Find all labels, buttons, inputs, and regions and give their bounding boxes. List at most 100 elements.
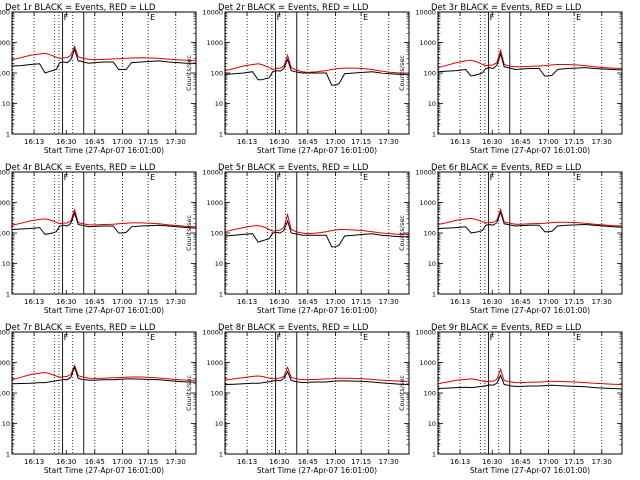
- x-tick-label: 16:30: [56, 138, 76, 146]
- events-line: [437, 374, 623, 390]
- panel-title: Det 2r BLACK = Events, RED = LLD: [218, 3, 369, 13]
- corner-marker: E: [150, 13, 155, 22]
- y-tick-label: 1: [6, 291, 10, 299]
- x-axis-label: Start Time (27-Apr-07 16:01:00): [470, 466, 590, 475]
- y-tick-label: 10: [428, 420, 436, 428]
- y-tick-label: 1000: [206, 359, 223, 367]
- x-tick-label: 16:13: [450, 138, 470, 146]
- y-tick-label: 1000: [419, 199, 436, 207]
- corner-marker: E: [363, 333, 368, 342]
- x-tick-label: 17:00: [538, 138, 558, 146]
- x-tick-label: 16:30: [269, 138, 289, 146]
- plot-frame: [11, 171, 197, 295]
- lld-line: [11, 44, 197, 62]
- corner-marker: E: [150, 173, 155, 182]
- y-tick-label: 100: [211, 70, 223, 78]
- x-tick-label: 16:30: [482, 298, 502, 306]
- x-tick-label: 16:13: [450, 298, 470, 306]
- panel-title: Det 3r BLACK = Events, RED = LLD: [431, 3, 582, 13]
- y-axis-label: Counts/sec: [185, 55, 193, 91]
- x-tick-label: 16:13: [24, 298, 44, 306]
- y-tick-label: 1000: [419, 359, 436, 367]
- events-line: [224, 57, 409, 86]
- corner-marker: F: [64, 333, 69, 342]
- x-axis-label: Start Time (27-Apr-07 16:01:00): [44, 306, 164, 315]
- x-tick-label: 17:15: [351, 458, 371, 466]
- y-tick-label: 10000: [202, 169, 223, 177]
- events-line: [437, 210, 623, 234]
- plot-frame: [437, 11, 623, 135]
- x-tick-label: 17:00: [112, 458, 132, 466]
- plot-frame: [437, 171, 623, 295]
- x-tick-label: 16:13: [237, 298, 257, 306]
- x-axis-label: Start Time (27-Apr-07 16:01:00): [257, 306, 377, 315]
- corner-marker: E: [576, 13, 581, 22]
- y-tick-label: 10000: [202, 9, 223, 17]
- panel-2: Det 2r BLACK = Events, RED = LLD Counts/s…: [185, 3, 410, 155]
- lld-line: [437, 48, 623, 69]
- x-tick-label: 17:00: [325, 458, 345, 466]
- corner-marker: F: [490, 333, 495, 342]
- x-tick-label: 17:15: [138, 138, 158, 146]
- y-axis-label: Counts/sec: [398, 375, 406, 411]
- x-tick-label: 16:45: [511, 298, 531, 306]
- events-line: [11, 47, 196, 74]
- x-tick-label: 17:30: [592, 298, 612, 306]
- events-line: [11, 211, 197, 235]
- y-axis-label: Counts/sec: [398, 55, 406, 91]
- panel-8: Det 8r BLACK = Events, RED = LLD Counts/s…: [185, 323, 410, 475]
- x-tick-label: 16:30: [56, 298, 76, 306]
- y-tick-label: 1: [432, 291, 436, 299]
- x-tick-label: 16:45: [298, 298, 318, 306]
- y-tick-label: 10: [215, 100, 223, 108]
- panel-title: Det 1r BLACK = Events, RED = LLD: [5, 3, 156, 13]
- x-tick-label: 17:15: [138, 458, 158, 466]
- plot-frame: [224, 331, 410, 455]
- y-tick-label: 1: [219, 451, 223, 459]
- y-tick-label: 1: [219, 291, 223, 299]
- x-tick-label: 17:30: [379, 458, 399, 466]
- x-tick-label: 17:00: [538, 298, 558, 306]
- y-tick-label: 100: [424, 390, 436, 398]
- x-tick-label: 17:30: [379, 298, 399, 306]
- y-tick-label: 1: [432, 451, 436, 459]
- corner-marker: F: [490, 173, 495, 182]
- x-tick-label: 17:30: [166, 458, 186, 466]
- corner-marker: F: [277, 13, 282, 22]
- y-tick-label: 10: [428, 100, 436, 108]
- y-tick-label: 1000: [0, 199, 10, 207]
- panel-6: Det 6r BLACK = Events, RED = LLD Counts/s…: [398, 163, 623, 315]
- panel-title: Det 6r BLACK = Events, RED = LLD: [431, 163, 582, 173]
- corner-marker: F: [277, 333, 282, 342]
- x-axis-label: Start Time (27-Apr-07 16:01:00): [257, 466, 377, 475]
- plot-frame: [224, 171, 410, 295]
- plot-frame: [224, 11, 410, 135]
- x-tick-label: 16:45: [511, 138, 531, 146]
- panel-title: Det 8r BLACK = Events, RED = LLD: [218, 323, 369, 333]
- panel-title: Det 4r BLACK = Events, RED = LLD: [5, 163, 156, 173]
- y-tick-label: 10000: [415, 329, 436, 337]
- lld-line: [437, 207, 623, 227]
- x-tick-label: 16:30: [269, 298, 289, 306]
- x-tick-label: 16:13: [237, 458, 257, 466]
- events-line: [437, 52, 623, 77]
- corner-marker: F: [490, 13, 495, 22]
- y-tick-label: 10: [2, 100, 10, 108]
- y-tick-label: 10000: [202, 329, 223, 337]
- y-tick-label: 100: [211, 230, 223, 238]
- panel-7: Det 7r BLACK = Events, RED = LLD Counts/s…: [0, 323, 197, 475]
- x-tick-label: 17:00: [112, 298, 132, 306]
- events-line: [11, 365, 197, 385]
- x-tick-label: 17:15: [564, 138, 584, 146]
- y-tick-label: 10000: [0, 329, 10, 337]
- y-tick-label: 10000: [415, 169, 436, 177]
- y-tick-label: 100: [0, 70, 10, 78]
- y-tick-label: 10: [2, 260, 10, 268]
- corner-marker: E: [150, 333, 155, 342]
- lld-line: [437, 367, 623, 385]
- x-tick-label: 16:45: [85, 138, 105, 146]
- x-tick-label: 17:30: [592, 138, 612, 146]
- panel-4: Det 4r BLACK = Events, RED = LLD Counts/s…: [0, 163, 197, 315]
- events-line: [224, 370, 410, 385]
